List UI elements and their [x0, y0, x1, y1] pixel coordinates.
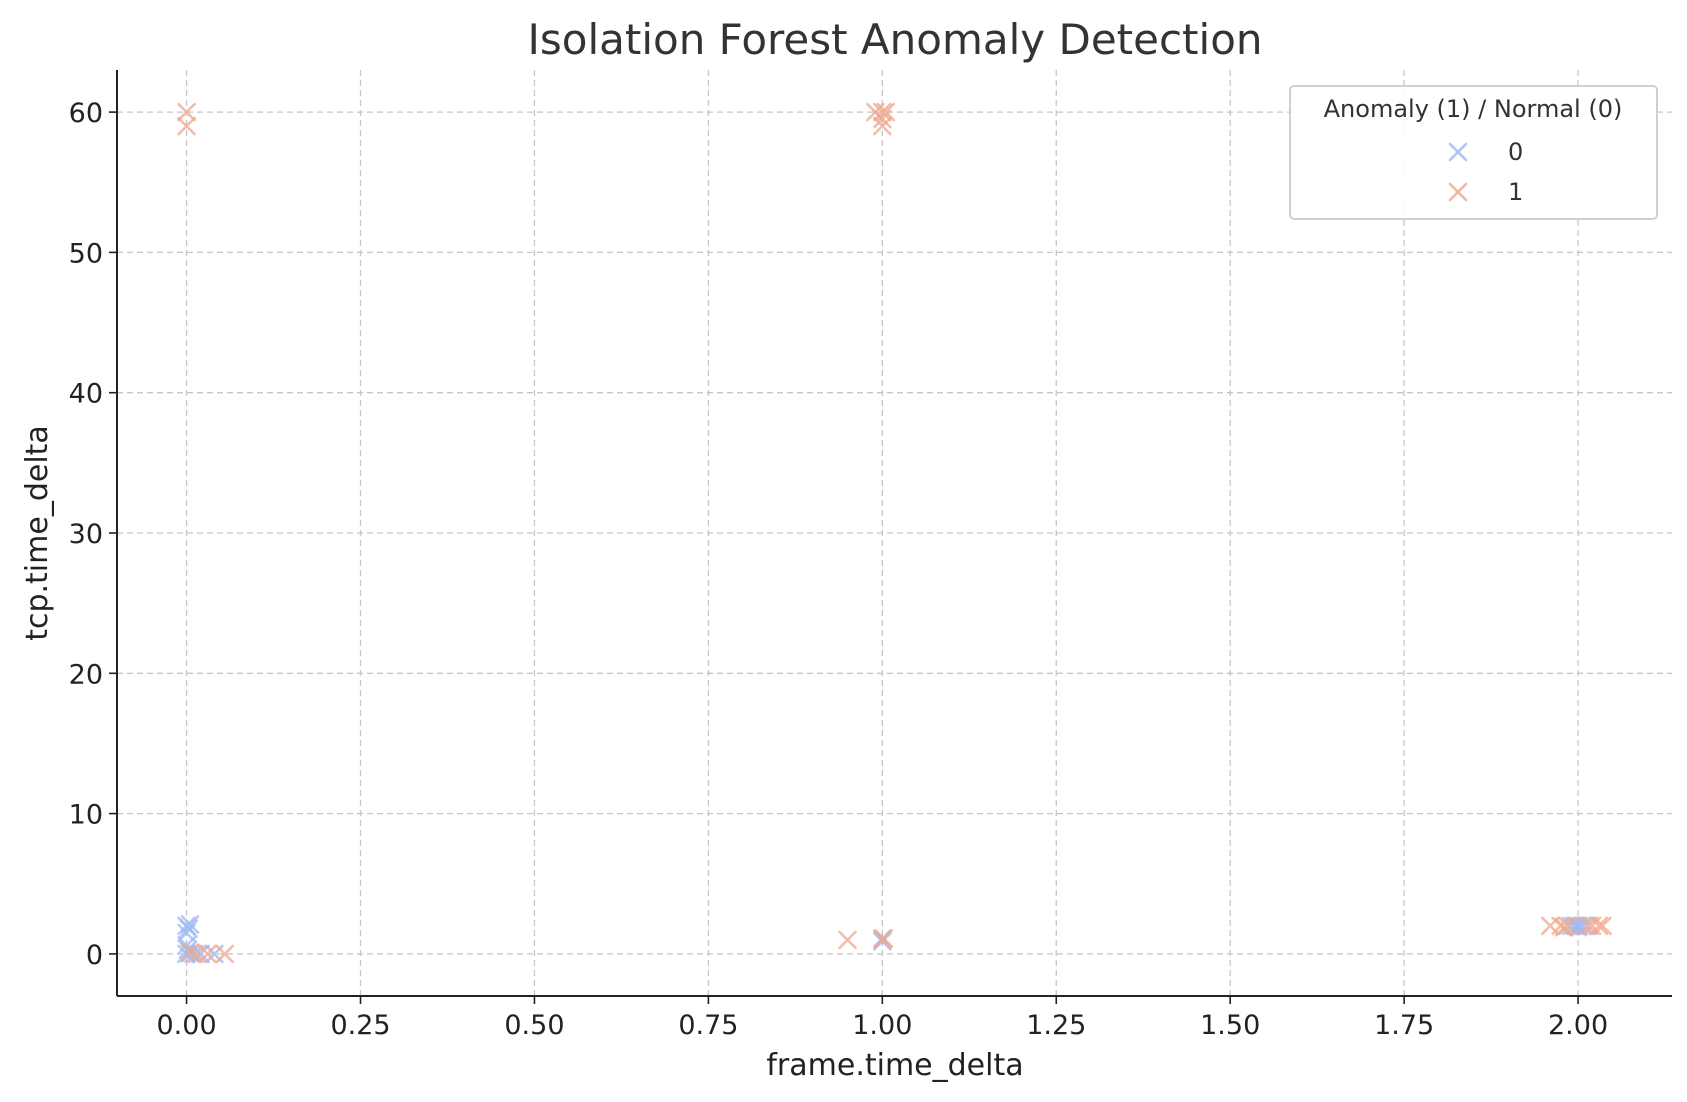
- data-point-series-1: [873, 102, 892, 122]
- data-point-series-1: [1589, 916, 1609, 936]
- y-tick-label: 50: [69, 238, 103, 269]
- data-point-series-1: [873, 109, 892, 129]
- legend-marker-0: [1448, 142, 1468, 162]
- x-tick-label: 1.50: [1200, 1010, 1260, 1041]
- y-tick-label: 30: [69, 519, 103, 550]
- legend-box: [1289, 85, 1658, 220]
- data-point-series-1: [177, 116, 196, 136]
- legend: Anomaly (1) / Normal (0) 01: [1289, 85, 1658, 220]
- data-point-series-1: [215, 944, 235, 964]
- x-tick-label: 1.75: [1374, 1010, 1434, 1041]
- data-point-series-0: [179, 919, 198, 938]
- y-axis-ticks: 0 10 20 30 40 50 60: [69, 98, 117, 971]
- x-tick-label: 1.00: [852, 1010, 912, 1041]
- y-axis-label: tcp.time_delta: [20, 425, 55, 641]
- legend-title: Anomaly (1) / Normal (0): [1324, 95, 1623, 123]
- data-point-series-1: [180, 943, 200, 962]
- legend-marker-1: [1448, 182, 1468, 202]
- data-point-series-1: [1551, 916, 1570, 936]
- data-point-series-0: [1575, 916, 1595, 936]
- x-tick-label: 0.50: [504, 1010, 564, 1041]
- x-tick-label: 0.00: [157, 1010, 217, 1041]
- data-point-series-1: [838, 930, 857, 950]
- x-tick-label: 1.25: [1026, 1010, 1086, 1041]
- x-tick-label: 2.00: [1548, 1010, 1608, 1041]
- data-point-series-1: [874, 929, 894, 948]
- y-tick-label: 10: [69, 800, 103, 831]
- data-points: [177, 102, 1612, 964]
- x-tick-label: 0.75: [678, 1010, 738, 1041]
- legend-label-0: 0: [1508, 138, 1523, 166]
- data-point-series-1: [1554, 917, 1574, 937]
- chart-title: Isolation Forest Anomaly Detection: [527, 15, 1262, 64]
- data-point-series-1: [198, 944, 217, 964]
- data-point-series-1: [1593, 916, 1612, 936]
- x-axis-label: frame.time_delta: [766, 1048, 1023, 1083]
- legend-label-1: 1: [1508, 178, 1523, 206]
- x-axis-ticks: 0.00 0.25 0.50 0.75 1.00 1.25 1.50 1.75 2.00: [157, 996, 1608, 1041]
- x-tick-label: 0.25: [330, 1010, 390, 1041]
- y-tick-label: 0: [86, 940, 103, 971]
- y-tick-label: 20: [69, 659, 103, 690]
- y-tick-label: 60: [69, 98, 103, 129]
- y-tick-label: 40: [69, 379, 103, 410]
- data-point-series-1: [873, 116, 892, 136]
- legend-entries: 01: [1448, 138, 1523, 206]
- data-point-series-1: [177, 102, 196, 122]
- data-point-series-0: [184, 944, 203, 964]
- data-point-series-0: [177, 923, 196, 943]
- data-point-series-1: [1558, 916, 1577, 936]
